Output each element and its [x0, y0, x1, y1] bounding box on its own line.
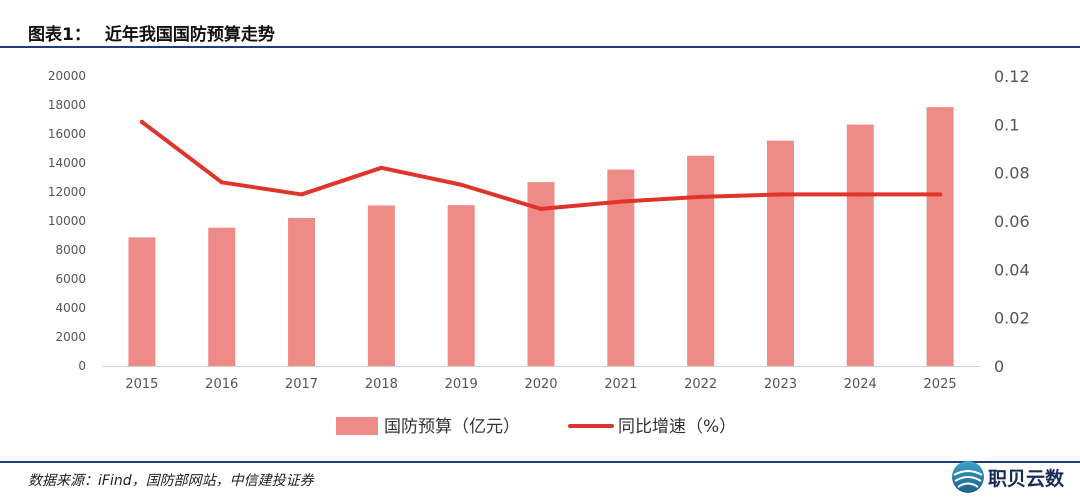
legend-label-line: 同比增速（%） — [618, 417, 736, 437]
line-point-2022 — [698, 194, 703, 199]
x-tick-label: 2025 — [924, 377, 957, 392]
x-tick-label: 2020 — [524, 377, 557, 392]
y-left-tick-label: 0 — [78, 359, 86, 373]
bar-2015 — [128, 237, 156, 366]
line-point-2025 — [938, 192, 943, 197]
x-tick-label: 2016 — [205, 377, 238, 392]
line-point-2021 — [618, 199, 623, 204]
y-right-tick-label: 0.08 — [994, 164, 1030, 183]
legend-label-bar: 国防预算（亿元） — [384, 417, 520, 437]
y-right-tick-label: 0.04 — [994, 260, 1030, 279]
bar-2022 — [687, 155, 715, 366]
brand-logo: 职贝云数 — [948, 458, 1078, 496]
line-point-2018 — [379, 165, 384, 170]
bar-2017 — [288, 217, 316, 366]
bar-2023 — [766, 140, 794, 366]
y-left-tick-label: 2000 — [55, 330, 86, 344]
x-tick-label: 2019 — [445, 377, 478, 392]
y-right-tick-label: 0 — [994, 357, 1004, 376]
x-tick-label: 2017 — [285, 377, 318, 392]
figure-title: 近年我国国防预算走势 — [104, 25, 275, 45]
line-point-2017 — [299, 192, 304, 197]
line-point-2015 — [139, 119, 144, 124]
line-point-2024 — [858, 192, 863, 197]
y-left-tick-label: 6000 — [55, 272, 86, 286]
data-source: 数据来源：iFind，国防部网站，中信建投证券 — [28, 473, 314, 489]
bar-2024 — [846, 124, 874, 366]
y-right-tick-label: 0.06 — [994, 212, 1030, 231]
bar-2021 — [607, 169, 635, 366]
bar-2016 — [208, 227, 236, 366]
bar-2019 — [447, 205, 475, 366]
y-left-tick-label: 16000 — [48, 127, 86, 141]
x-tick-label: 2023 — [764, 377, 797, 392]
y-left-tick-label: 8000 — [55, 243, 86, 257]
x-tick-label: 2021 — [604, 377, 637, 392]
line-point-2016 — [219, 180, 224, 185]
line-point-2023 — [778, 192, 783, 197]
x-tick-label: 2022 — [684, 377, 717, 392]
y-left-tick-label: 10000 — [48, 214, 86, 228]
bar-2020 — [527, 182, 555, 366]
y-left-tick-label: 20000 — [48, 69, 86, 83]
title-row: 图表1： 近年我国国防预算走势 — [0, 0, 1080, 48]
x-tick-label: 2015 — [125, 377, 158, 392]
footer-rule — [0, 461, 1080, 463]
legend-swatch-bar — [336, 417, 378, 435]
bar-2025 — [926, 107, 954, 367]
figure-number: 图表1： — [28, 25, 91, 45]
y-right-tick-label: 0.1 — [994, 115, 1019, 134]
y-right-tick-label: 0.12 — [994, 67, 1030, 86]
y-left-tick-label: 4000 — [55, 301, 86, 315]
globe-icon — [952, 461, 984, 493]
line-point-2019 — [459, 182, 464, 187]
x-tick-label: 2018 — [365, 377, 398, 392]
y-left-tick-label: 18000 — [48, 98, 86, 112]
line-point-2020 — [539, 206, 543, 211]
y-right-tick-label: 0.02 — [994, 309, 1030, 328]
brand-name: 职贝云数 — [988, 468, 1065, 490]
y-left-tick-label: 14000 — [48, 156, 86, 170]
chart-area: 0 2000 4000 6000 8000 10000 12000 14000 16000 180… — [48, 67, 1030, 437]
bar-2018 — [367, 205, 395, 366]
x-tick-label: 2024 — [844, 377, 877, 392]
y-left-tick-label: 12000 — [48, 185, 86, 199]
chart-title: 图表1： 近年我国国防预算走势 — [28, 20, 275, 45]
